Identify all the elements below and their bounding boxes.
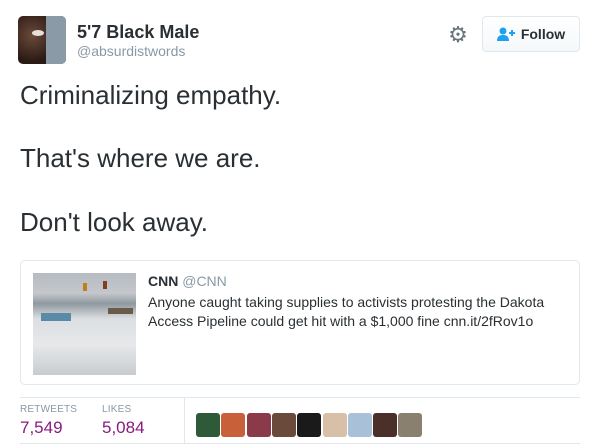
quoted-tweet-text: Anyone caught taking supplies to activis… <box>148 294 545 329</box>
quoted-tweet-card[interactable]: CNN @CNN Anyone caught taking supplies t… <box>20 260 580 385</box>
divider <box>20 397 580 398</box>
liker-avatar[interactable] <box>221 413 246 437</box>
likes-count[interactable]: 5,084 <box>102 418 145 437</box>
follow-button[interactable]: Follow <box>482 16 580 52</box>
tweet-text-line: Don't look away. <box>20 207 209 237</box>
liker-avatar[interactable] <box>196 413 220 437</box>
divider <box>20 443 580 444</box>
add-user-icon <box>496 27 515 41</box>
liker-avatar[interactable] <box>322 413 347 437</box>
author-avatar[interactable] <box>18 16 66 64</box>
gear-icon[interactable]: ⚙ <box>448 22 468 47</box>
liker-avatar[interactable] <box>246 413 271 437</box>
liker-avatar[interactable] <box>347 413 372 437</box>
liker-avatar[interactable] <box>271 413 296 437</box>
author-name[interactable]: 5'7 Black Male <box>77 22 200 42</box>
divider <box>184 398 185 444</box>
liker-avatar[interactable] <box>398 413 423 437</box>
likes-label: LIKES <box>102 404 132 415</box>
quoted-tweet-image <box>33 273 136 375</box>
tweet-text-line: Criminalizing empathy. <box>20 80 282 110</box>
retweets-label: RETWEETS <box>20 404 78 415</box>
follow-label: Follow <box>520 26 566 42</box>
author-handle[interactable]: @absurdistwords <box>77 43 186 59</box>
quoted-author-handle: @CNN <box>182 273 227 289</box>
retweets-count[interactable]: 7,549 <box>20 418 63 437</box>
liker-avatar[interactable] <box>373 413 398 437</box>
tweet-text-line: That's where we are. <box>20 143 261 173</box>
quoted-author-name: CNN <box>148 273 179 289</box>
liker-avatar[interactable] <box>297 413 322 437</box>
